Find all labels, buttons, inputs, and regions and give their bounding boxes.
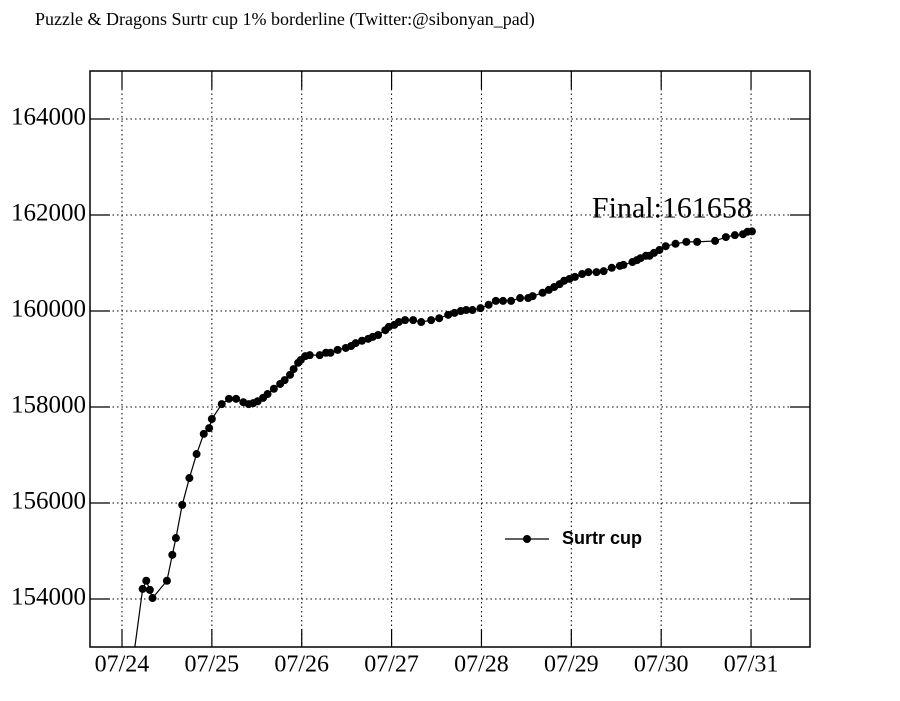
data-point (671, 239, 680, 248)
x-tick-label: 07/27 (364, 652, 419, 678)
data-point (468, 306, 477, 315)
data-point (305, 351, 314, 360)
data-point (476, 304, 485, 313)
annotation: Final:161658 (592, 191, 752, 224)
data-point (661, 242, 670, 251)
legend-label: Surtr cup (562, 528, 642, 548)
data-point (148, 594, 157, 603)
data-point (162, 576, 171, 585)
data-point (171, 534, 180, 543)
data-point (578, 270, 587, 279)
data-point (462, 306, 471, 315)
data-point (619, 260, 628, 269)
data-point (315, 351, 324, 360)
x-tick-label: 07/30 (634, 652, 689, 678)
y-tick-label: 164000 (11, 104, 86, 131)
data-point (730, 231, 739, 240)
data-point (205, 424, 214, 433)
data-point (484, 300, 493, 309)
data-point (326, 348, 335, 357)
y-tick-label: 158000 (11, 392, 86, 419)
data-point (199, 429, 208, 438)
data-point (224, 394, 233, 403)
plot-frame (89, 70, 811, 648)
data-point (693, 237, 702, 246)
data-point (409, 316, 418, 325)
data-point (142, 576, 151, 585)
x-tick-label: 07/28 (454, 652, 509, 678)
data-point (721, 233, 730, 242)
data-point (528, 292, 537, 301)
data-point (747, 227, 756, 236)
x-tick-label: 07/25 (185, 652, 240, 678)
data-point (145, 585, 154, 594)
x-tick-label: 07/26 (274, 652, 329, 678)
data-point (269, 384, 278, 393)
series-layer (134, 227, 756, 647)
data-point (570, 272, 579, 281)
data-point (351, 339, 360, 348)
data-point (584, 268, 593, 277)
data-point (450, 308, 459, 317)
data-point (333, 345, 342, 354)
x-tick-label: 07/29 (544, 652, 599, 678)
data-point (394, 318, 403, 327)
data-point (491, 296, 500, 305)
data-point (217, 400, 226, 409)
data-point (682, 237, 691, 246)
data-point (357, 336, 366, 345)
data-point (374, 331, 383, 339)
data-point (192, 450, 201, 459)
data-point (138, 584, 147, 593)
data-point (538, 288, 547, 297)
data-point (232, 394, 241, 403)
data-point (711, 236, 720, 245)
data-point (435, 314, 444, 323)
y-tick-label: 162000 (11, 200, 86, 227)
data-point (607, 263, 616, 272)
data-point (499, 296, 508, 305)
data-point (516, 294, 525, 303)
data-point (289, 365, 298, 374)
data-point (168, 550, 177, 559)
y-tick-label: 156000 (11, 488, 86, 515)
data-point (185, 474, 194, 483)
data-point (263, 390, 272, 399)
x-tick-label: 07/24 (95, 652, 150, 678)
data-point (507, 296, 516, 305)
data-point (444, 310, 453, 319)
data-point (178, 500, 187, 509)
legend-marker (523, 535, 531, 543)
data-point (401, 316, 410, 325)
data-point (592, 268, 601, 277)
data-point (417, 318, 426, 327)
chart-title: Puzzle & Dragons Surtr cup 1% borderline… (35, 9, 535, 30)
data-point (599, 267, 608, 276)
x-tick-label: 07/31 (724, 652, 779, 678)
y-tick-label: 160000 (11, 296, 86, 323)
data-point (280, 376, 289, 385)
data-point (427, 316, 436, 325)
y-tick-label: 154000 (11, 584, 86, 611)
data-point (286, 370, 295, 379)
